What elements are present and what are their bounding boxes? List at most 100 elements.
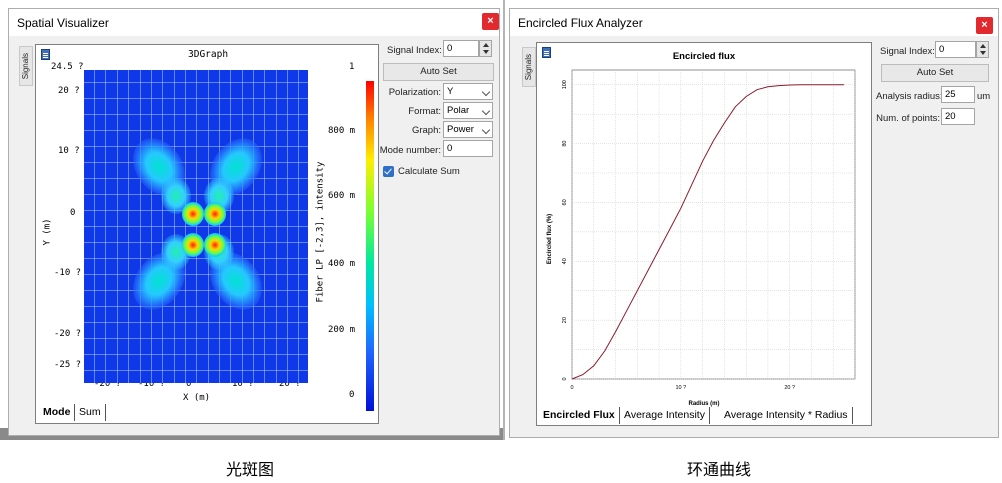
grid-line bbox=[84, 354, 308, 355]
x-tick-label: 0 bbox=[570, 385, 573, 391]
grid-line bbox=[84, 194, 308, 195]
tab-average-intensity-radius[interactable]: Average Intensity * Radius bbox=[720, 407, 853, 424]
signal-index-stepper[interactable] bbox=[479, 40, 492, 57]
corner-value-label: 24.5 ? bbox=[51, 62, 84, 72]
encircled-flux-line bbox=[571, 84, 845, 380]
plot-area bbox=[571, 69, 856, 380]
chart-title: Encircled flux bbox=[673, 51, 736, 62]
close-button[interactable]: × bbox=[976, 17, 993, 34]
num-points-label: Num. of points: bbox=[876, 113, 940, 124]
format-select[interactable]: Polar bbox=[443, 102, 493, 119]
y-tick-label: 60 bbox=[562, 199, 568, 205]
signal-index-label: Signal Index: bbox=[387, 45, 442, 56]
window-title: Spatial Visualizer bbox=[17, 16, 109, 30]
num-points-field[interactable]: 20 bbox=[941, 108, 975, 125]
x-axis-label: Radius (m) bbox=[688, 401, 719, 407]
grid-line bbox=[84, 274, 308, 275]
tab-sum[interactable]: Sum bbox=[75, 404, 106, 421]
colorbar-tick-label: 800 m bbox=[328, 126, 356, 136]
mode-number-field[interactable]: 0 bbox=[443, 140, 493, 157]
analysis-radius-unit: um bbox=[977, 91, 991, 102]
colorbar-tick-label: 200 m bbox=[328, 325, 356, 335]
chevron-down-icon bbox=[481, 106, 491, 116]
colorbar-tick-label: 0 bbox=[349, 390, 355, 400]
grid-line bbox=[84, 82, 308, 83]
signals-side-tab[interactable]: Signals bbox=[19, 46, 33, 86]
mode-intensity-heatmap bbox=[84, 70, 308, 383]
signal-index-label: Signal Index: bbox=[880, 46, 935, 57]
format-label: Format: bbox=[408, 106, 441, 117]
analysis-radius-label: Analysis radius: bbox=[876, 91, 943, 102]
analysis-radius-field[interactable]: 25 bbox=[941, 86, 975, 103]
x-axis-label: X (m) bbox=[183, 393, 211, 403]
calculate-sum-label: Calculate Sum bbox=[398, 166, 460, 177]
encircled-flux-chart: 0 20 40 60 80 100 0 10 ? 20 ? Encircled flux Radiu… bbox=[547, 51, 856, 407]
central-lobe bbox=[204, 202, 226, 226]
chevron-down-icon bbox=[481, 125, 491, 135]
grid-line bbox=[84, 98, 308, 99]
central-lobe bbox=[182, 233, 204, 257]
auto-set-button[interactable]: Auto Set bbox=[881, 64, 989, 82]
grid-line bbox=[84, 226, 308, 227]
signal-index-stepper[interactable] bbox=[976, 41, 989, 58]
x-tick-label: 20 ? bbox=[279, 379, 301, 389]
tab-mode[interactable]: Mode bbox=[39, 404, 76, 421]
signal-index-field[interactable]: 0 bbox=[935, 41, 976, 58]
x-tick-label: 10 ? bbox=[675, 385, 686, 391]
grid-line bbox=[84, 258, 308, 259]
signal-index-field[interactable]: 0 bbox=[443, 40, 479, 57]
chevron-down-icon bbox=[481, 87, 491, 97]
tab-average-intensity[interactable]: Average Intensity bbox=[620, 407, 710, 424]
colorbar bbox=[366, 81, 374, 411]
colorbar-title: Fiber LP [-2,3], intensity bbox=[315, 161, 326, 303]
y-tick-label: -10 ? bbox=[54, 268, 82, 278]
caption-left: 光斑图 bbox=[226, 460, 275, 479]
document-icon[interactable] bbox=[542, 47, 551, 58]
grid-line bbox=[84, 290, 308, 291]
graph-select[interactable]: Power bbox=[443, 121, 493, 138]
document-icon[interactable] bbox=[41, 49, 50, 60]
flux-tabbar: Encircled Flux Average Intensity Average… bbox=[536, 407, 872, 425]
graph-value: Power bbox=[447, 124, 474, 135]
central-lobe bbox=[204, 233, 226, 257]
grid-line bbox=[84, 146, 308, 147]
y-tick-label: -20 ? bbox=[54, 329, 82, 339]
format-value: Polar bbox=[447, 105, 470, 116]
grid-line bbox=[84, 162, 308, 163]
calculate-sum-checkbox[interactable] bbox=[383, 166, 394, 177]
signals-side-tab[interactable]: Signals bbox=[522, 47, 536, 87]
window-divider bbox=[503, 0, 505, 440]
grid-line bbox=[84, 306, 308, 307]
caption-right: 环通曲线 bbox=[687, 460, 752, 479]
window-title: Encircled Flux Analyzer bbox=[518, 16, 643, 30]
tab-encircled-flux[interactable]: Encircled Flux bbox=[539, 407, 620, 424]
polarization-label: Polarization: bbox=[388, 87, 441, 98]
graph-label: Graph: bbox=[411, 125, 441, 136]
grid-line bbox=[84, 322, 308, 323]
graph-title: 3DGraph bbox=[188, 49, 229, 60]
y-tick-label: 100 bbox=[562, 80, 568, 89]
grid-line bbox=[84, 178, 308, 179]
mode-number-label: Mode number: bbox=[379, 145, 441, 156]
spatial-visualizer-titlebar: Spatial Visualizer × bbox=[9, 9, 499, 36]
y-tick-label: -25 ? bbox=[54, 360, 82, 370]
y-axis-label: Encircled flux (%) bbox=[547, 214, 553, 264]
y-tick-label: 40 bbox=[562, 258, 568, 264]
y-tick-label: 0 bbox=[70, 208, 76, 218]
flux-graph-panel: 0 20 40 60 80 100 0 10 ? 20 ? Encircled flux Radiu… bbox=[536, 42, 872, 426]
y-tick-label: 0 bbox=[562, 377, 568, 380]
polarization-select[interactable]: Y bbox=[443, 83, 493, 100]
signals-tab-label: Signals bbox=[21, 53, 30, 80]
colorbar-tick-label: 400 m bbox=[328, 259, 356, 269]
polarization-value: Y bbox=[447, 86, 454, 97]
grid-line bbox=[84, 370, 308, 371]
y-tick-label: 20 bbox=[562, 317, 568, 323]
spatial-tabbar: Mode Sum bbox=[35, 404, 379, 422]
close-button[interactable]: × bbox=[482, 13, 499, 30]
encircled-flux-window: Encircled Flux Analyzer × Signals 0 20 40 6… bbox=[509, 8, 999, 438]
x-tick-label: -10 ? bbox=[138, 379, 166, 389]
grid-line bbox=[84, 130, 308, 131]
auto-set-button[interactable]: Auto Set bbox=[383, 63, 494, 81]
encircled-flux-titlebar: Encircled Flux Analyzer × bbox=[510, 9, 998, 36]
y-axis-label: Y (m) bbox=[42, 218, 53, 246]
